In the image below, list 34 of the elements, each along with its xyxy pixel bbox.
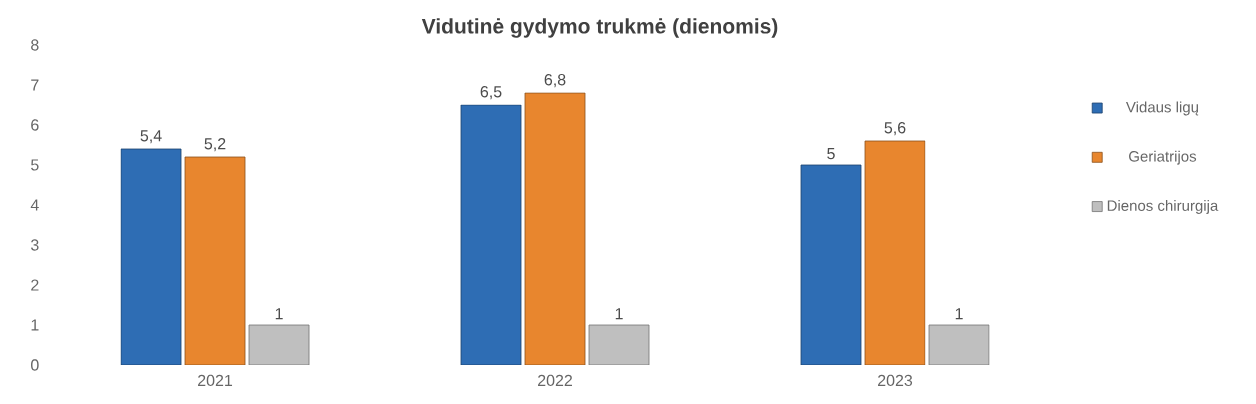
legend-label: Dienos chirurgija [1107, 199, 1219, 214]
y-tick-label: 3 [30, 239, 39, 251]
bar [864, 140, 926, 365]
y-tick-label: 4 [30, 199, 39, 211]
data-label: 6,5 [480, 86, 502, 100]
bar [120, 148, 182, 365]
bar [184, 156, 246, 365]
legend-label: Vidaus ligų [1125, 101, 1199, 116]
data-label: 5,2 [204, 138, 226, 152]
bar [248, 324, 310, 365]
bar [588, 324, 650, 365]
data-label: 6,8 [544, 74, 566, 88]
bar [800, 164, 862, 365]
y-tick-label: 0 [31, 359, 39, 371]
y-tick-label: 7 [31, 79, 39, 91]
x-tick-label: 2022 [538, 374, 572, 387]
bar [524, 92, 586, 365]
bar [928, 324, 990, 365]
legend-label: Geriatrijos [1129, 150, 1197, 165]
chart-title: Vidutinė gydymo trukmė (dienomis) [421, 18, 778, 38]
data-label: 5,6 [884, 122, 906, 136]
data-label: 5,4 [140, 130, 162, 144]
y-tick-label: 8 [31, 39, 39, 51]
y-tick-label: 5 [31, 159, 39, 171]
data-label: 1 [955, 308, 963, 320]
x-tick-label: 2023 [878, 374, 913, 387]
data-label: 5 [827, 148, 835, 160]
y-tick-label: 6 [31, 119, 39, 131]
y-tick-label: 1 [31, 319, 39, 331]
data-label: 1 [275, 308, 283, 320]
y-tick-label: 2 [31, 279, 39, 291]
data-label: 1 [615, 308, 623, 320]
x-tick-label: 2021 [198, 374, 233, 387]
bar [460, 104, 522, 365]
